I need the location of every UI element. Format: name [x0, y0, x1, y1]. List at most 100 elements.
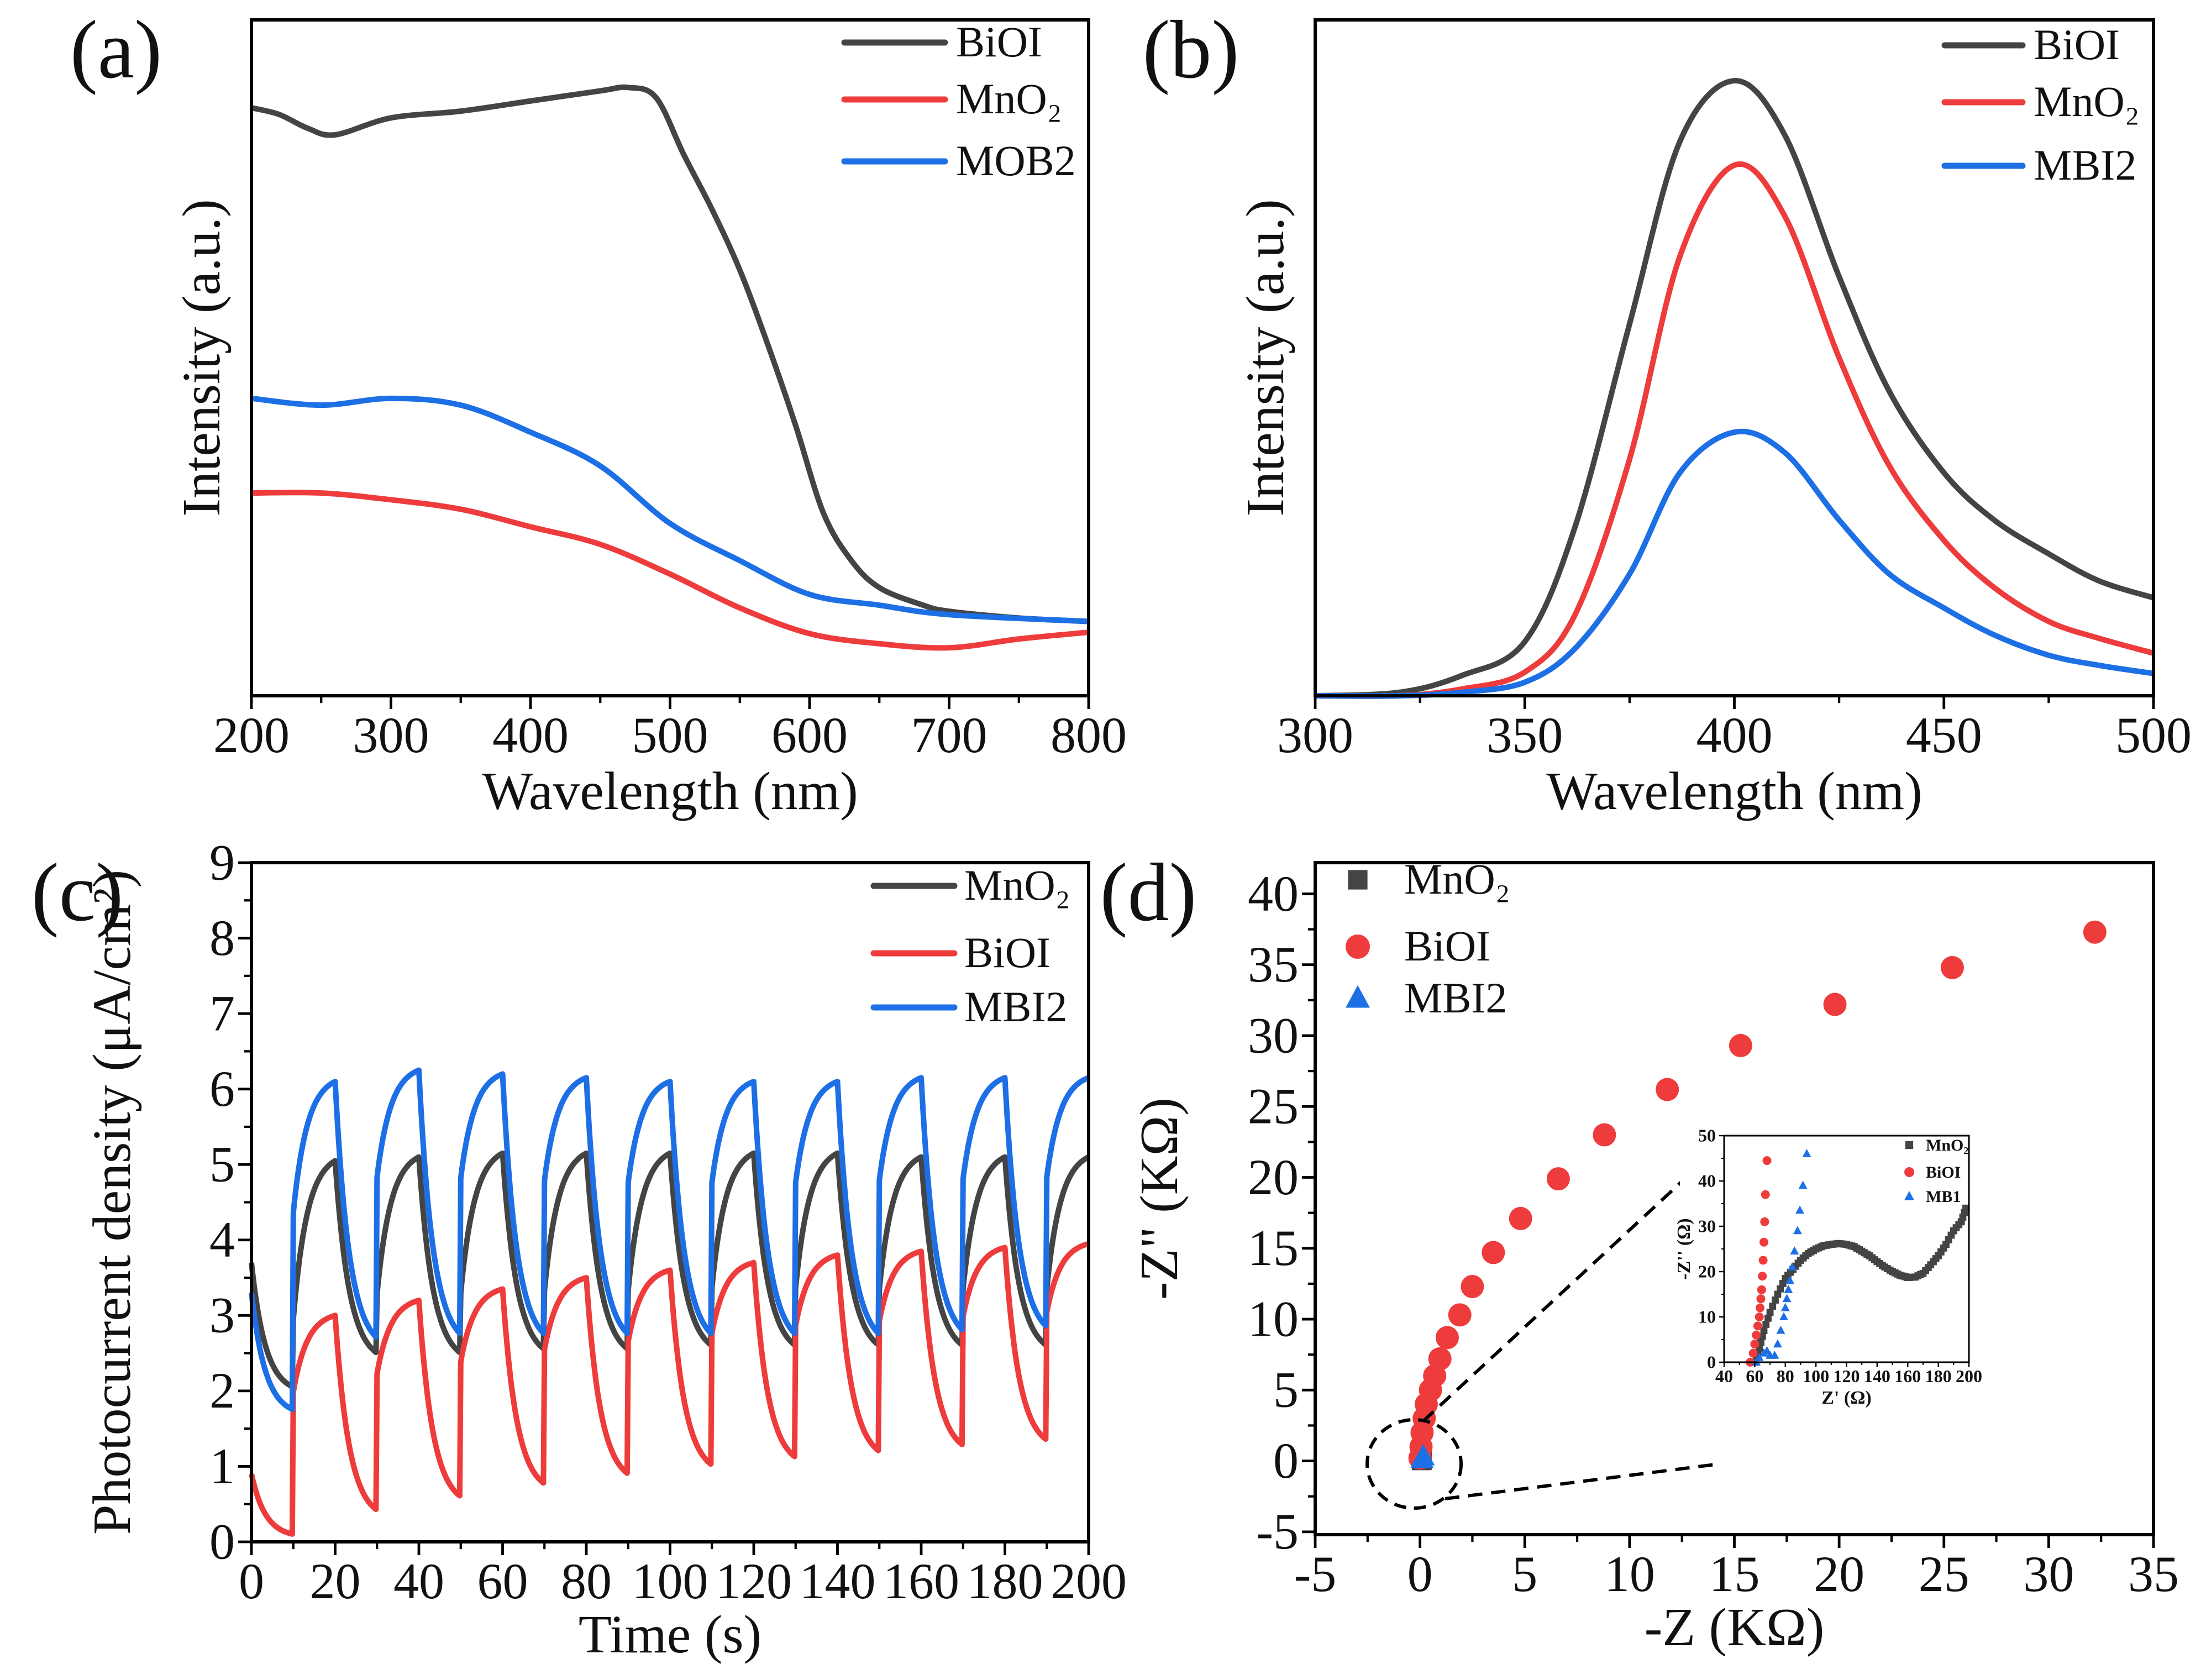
x-tick-label: 60 [1746, 1366, 1763, 1386]
legend-label: MB1 [1926, 1188, 1961, 1206]
data-point [2083, 920, 2107, 944]
legend-item: BiOI [1941, 20, 2120, 69]
data-point [1756, 1294, 1766, 1304]
x-tick-label: 180 [967, 1553, 1043, 1609]
y-tick-label: 40 [1698, 1171, 1716, 1191]
legend-marker [1905, 1141, 1914, 1149]
legend-item: BiOI [841, 18, 1042, 66]
zoom-ellipse [1365, 1418, 1463, 1510]
zoom-indicator [1365, 1149, 1717, 1510]
panel-a: 200 300 400 500 600 700 800 Wavelength (nm) Inte… [70, 4, 1127, 821]
legend-item: MnO₂ [1941, 77, 2140, 125]
data-point [1766, 1309, 1774, 1316]
legend-b: BiOI MnO₂ MBI2 [1941, 20, 2140, 189]
y-tick-label: 30 [1698, 1216, 1716, 1236]
x-tick-label: 200 [1051, 1553, 1127, 1609]
y-tick-label: 40 [1248, 865, 1299, 922]
data-point [1756, 1303, 1765, 1313]
plot-area-b [1315, 78, 2155, 699]
y-tick-label: 10 [1248, 1290, 1299, 1347]
legend-a: BiOI MnO₂ MOB2 [841, 18, 1076, 185]
legend-label: MOB2 [956, 136, 1076, 185]
x-tick-label: 140 [800, 1553, 876, 1609]
legend-label: MnO₂ [2034, 77, 2140, 125]
x-tick-label: 80 [1777, 1366, 1794, 1386]
y-tick-label: 5 [1273, 1362, 1299, 1418]
plot-area-d [1408, 920, 2107, 1471]
x-tick-label: 140 [1864, 1366, 1890, 1386]
panel-c: 0 20 40 60 80 100 120 140 160 180 200 0 1 2 3 4 5 6 7 8 9 Tim… [31, 834, 1127, 1665]
legend-marker [1348, 870, 1368, 890]
x-tick-label: 800 [1051, 707, 1127, 763]
x-tick-label: 60 [477, 1553, 528, 1609]
data-point [1435, 1326, 1459, 1350]
legend-label: MnO₂ [964, 861, 1070, 909]
legend-item: MnO₂ [841, 75, 1062, 123]
legend-label: MnO₂ [1926, 1136, 1968, 1154]
series-line [249, 1241, 1091, 1537]
series-c-1 [249, 1241, 1091, 1537]
data-point [1784, 1285, 1793, 1293]
x-tick-label: 15 [1709, 1546, 1760, 1602]
series-a-0 [250, 84, 1089, 624]
x-tick-label: 160 [1894, 1366, 1921, 1386]
series-line [1315, 161, 2155, 699]
data-point [1758, 1332, 1766, 1340]
x-tick-label: 20 [1814, 1546, 1864, 1602]
panel-d-inset: 40 60 80 100 120 140 160 180 200 0 10 20 30 40 50 Z' (Ω… [1674, 1126, 1982, 1420]
data-point [1509, 1206, 1532, 1230]
series-c-2 [249, 1067, 1091, 1413]
x-tick-label: 400 [1696, 707, 1773, 763]
legend-item: MBI2 [1941, 141, 2136, 189]
y-tick-label: 35 [1248, 936, 1299, 993]
data-point [1780, 1303, 1790, 1311]
series-d-1 [1408, 920, 2107, 1470]
x-tick-label: 100 [632, 1553, 708, 1609]
data-point [1764, 1314, 1772, 1322]
data-point [1823, 993, 1847, 1016]
data-point [1769, 1303, 1777, 1310]
legend-item: BiOI [1346, 922, 1490, 970]
x-tick-label: 100 [1803, 1366, 1829, 1386]
x-tick-label: 25 [1919, 1546, 1969, 1602]
legend-item: MBI2 [870, 983, 1067, 1031]
legend-marker [1904, 1191, 1914, 1200]
series-a-1 [251, 490, 1089, 651]
data-point [1802, 1149, 1811, 1157]
data-point [1760, 1217, 1769, 1226]
series-d-2 [1410, 1443, 1435, 1468]
y-tick-label: 5 [209, 1136, 235, 1193]
y-tick-label: 50 [1698, 1126, 1716, 1146]
panel-label: (d) [1100, 847, 1197, 938]
x-tick-label: 0 [1407, 1546, 1433, 1602]
data-point [1788, 1262, 1797, 1271]
data-point [1795, 1205, 1805, 1214]
x-tick-label: 40 [1715, 1366, 1733, 1386]
panel-label: (c) [31, 847, 123, 938]
data-point [1776, 1325, 1785, 1334]
legend-label: BiOI [1926, 1163, 1961, 1182]
x-tick-label: 500 [632, 707, 708, 763]
legend-label: MnO₂ [956, 75, 1062, 123]
y-tick-label: 15 [1248, 1220, 1299, 1276]
data-point [1779, 1312, 1788, 1320]
series-line [249, 1150, 1091, 1390]
legend-item: BiOI [870, 928, 1051, 977]
y-tick-label: 8 [209, 910, 235, 966]
plot-area-c [249, 1067, 1091, 1537]
data-point [1777, 1285, 1784, 1293]
legend-c: MnO₂ BiOI MBI2 [870, 861, 1070, 1031]
data-point [1755, 1313, 1764, 1321]
data-point [1758, 1256, 1768, 1265]
y-tick-label: -5 [1256, 1503, 1299, 1560]
legend-item: MBI2 [1346, 974, 1507, 1022]
data-point [1656, 1078, 1679, 1101]
x-tick-label: 30 [2023, 1546, 2074, 1602]
series-line [250, 84, 1089, 624]
data-point [1428, 1347, 1452, 1371]
x-tick-label: 10 [1604, 1546, 1655, 1602]
legend-d-inset: MnO₂ BiOI MB1 [1904, 1136, 1968, 1206]
y-axis-label: Photocurrent density (μA/cm²) [82, 870, 142, 1535]
